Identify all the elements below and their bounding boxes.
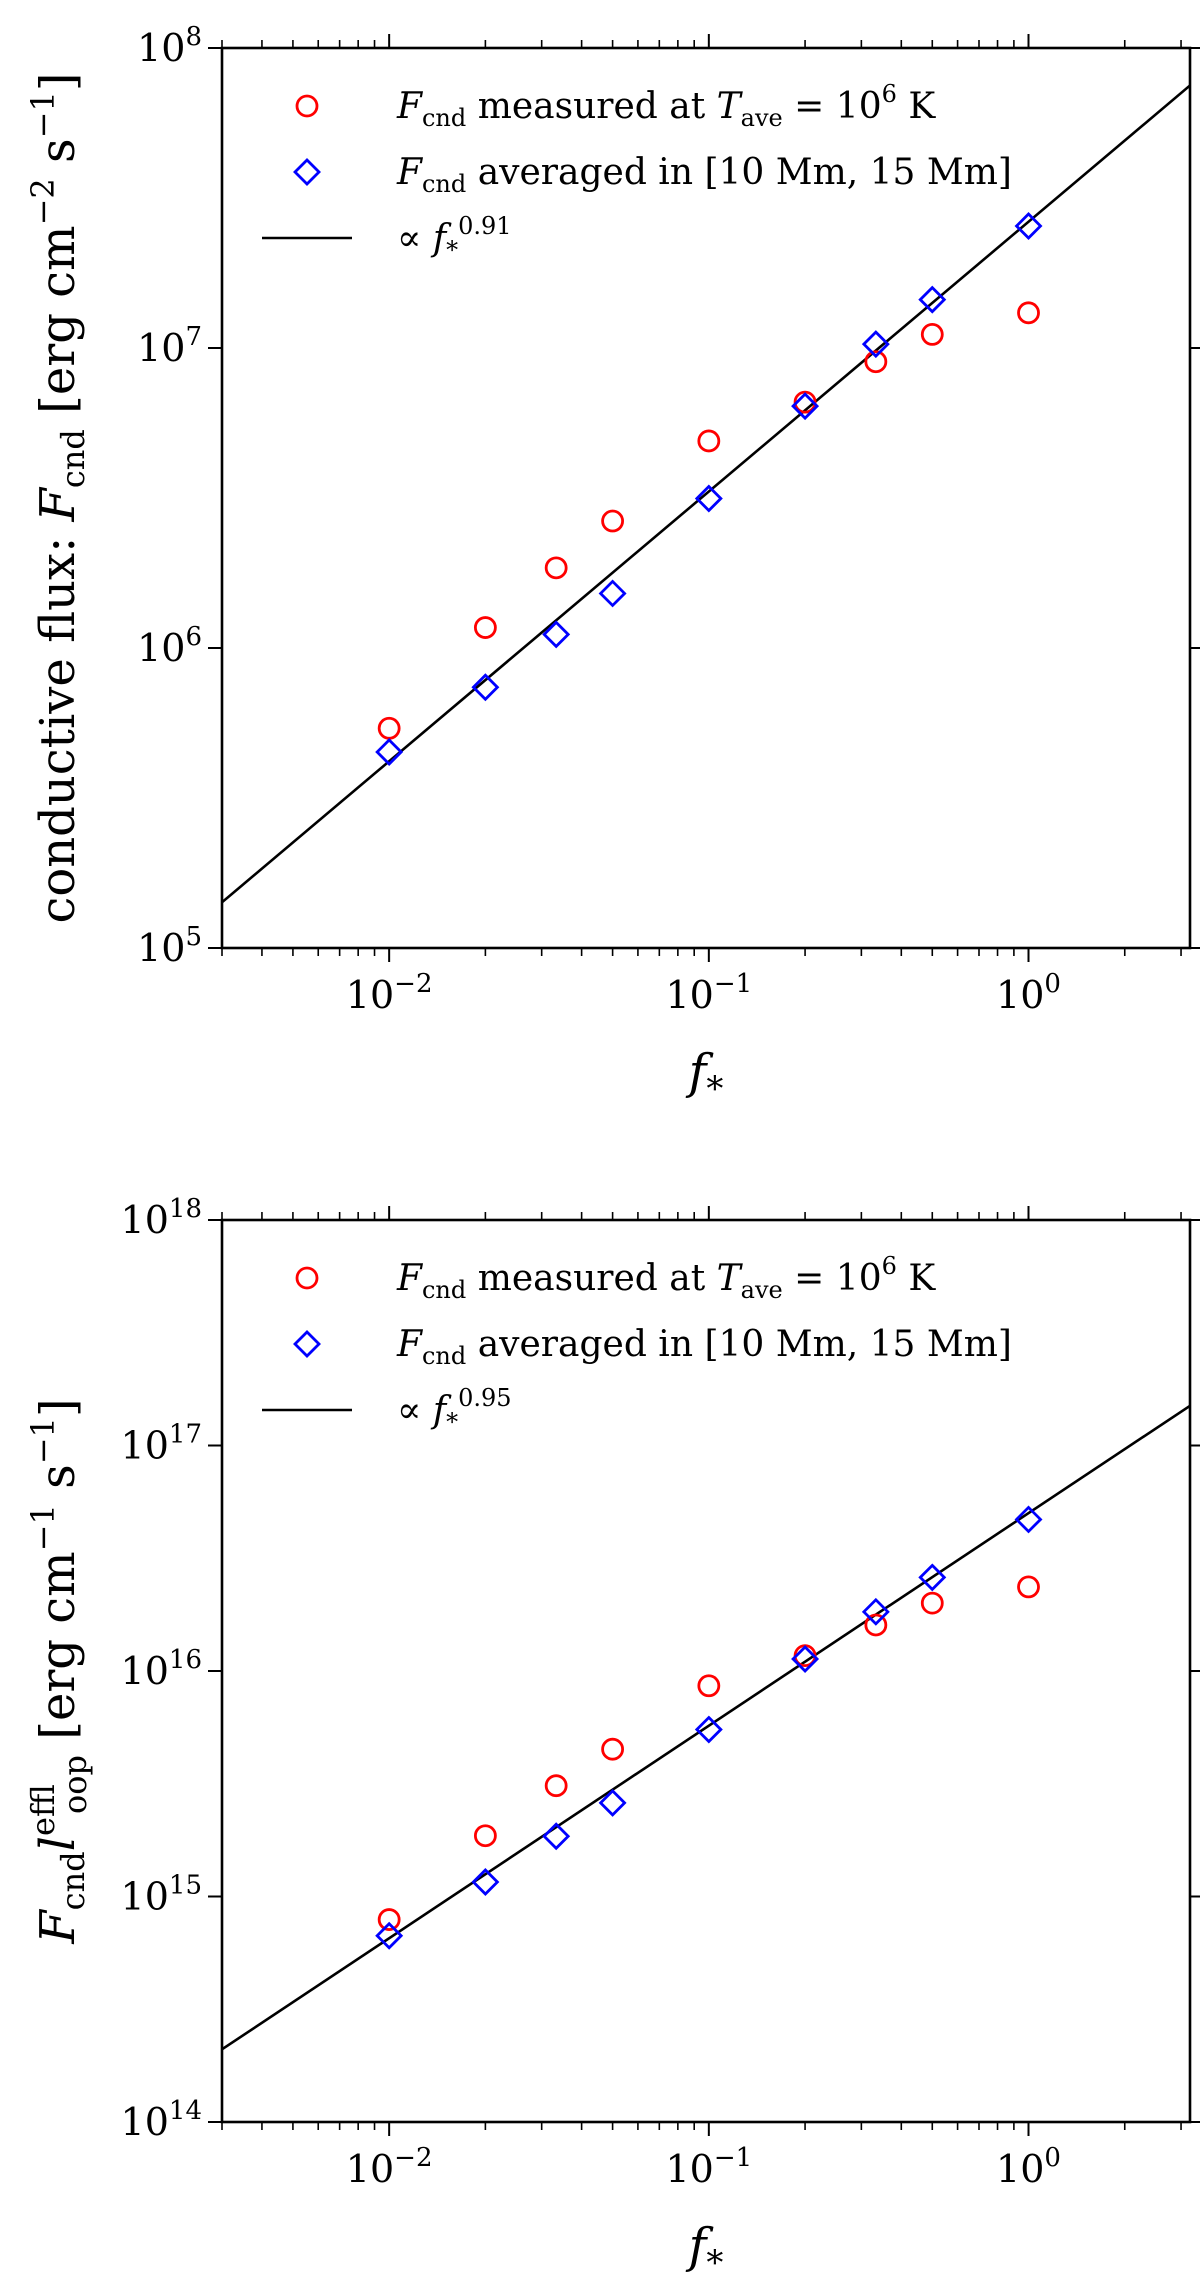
minor-ticks bbox=[221, 1212, 1182, 2130]
x-tick-label: 10−1 bbox=[665, 2143, 752, 2191]
averaged-point bbox=[694, 1715, 723, 1744]
measured-point bbox=[377, 716, 401, 740]
averaged-point bbox=[1014, 212, 1043, 241]
measured-point bbox=[601, 1737, 625, 1761]
averaged-point bbox=[861, 330, 890, 359]
measured-point bbox=[864, 350, 888, 374]
averaged-point bbox=[375, 738, 404, 767]
y-tick-label: 1018 bbox=[121, 1194, 202, 1242]
measured-point bbox=[544, 1774, 568, 1798]
y-axis-label: Fcndleffloop [erg cm−1 s−1] bbox=[24, 1398, 94, 1944]
averaged-point bbox=[471, 673, 500, 702]
averaged-point bbox=[542, 620, 571, 649]
y-tick-label: 106 bbox=[137, 622, 202, 670]
x-tick-label: 10−2 bbox=[346, 969, 433, 1017]
legend-label: ∝ f*0.91 bbox=[397, 212, 512, 264]
averaged-point bbox=[694, 484, 723, 513]
measured-point bbox=[1017, 1575, 1040, 1599]
averaged-point bbox=[861, 1597, 890, 1626]
chart-1: 10−2 10−1 100 105 106 107 108 Fcnd measured at … bbox=[24, 22, 1200, 1109]
averaged-point bbox=[791, 1645, 820, 1674]
plot-frame bbox=[220, 1218, 1192, 2124]
chart-2: 10−2 10−1 100 1014 1015 1016 1017 1018 Fcnd meas… bbox=[24, 1194, 1200, 2280]
x-tick-label: 10−1 bbox=[665, 969, 752, 1017]
y-tick-label: 1017 bbox=[121, 1420, 202, 1468]
y-tick-label: 1015 bbox=[121, 1871, 202, 1919]
y-tick-label: 105 bbox=[137, 922, 202, 970]
measured-point bbox=[377, 1908, 401, 1931]
legend-label: Fcnd measured at Tave = 106 K bbox=[396, 80, 936, 132]
x-tick-label: 10−2 bbox=[346, 2143, 433, 2191]
averaged-point bbox=[471, 1867, 500, 1896]
y-tick-label: 1014 bbox=[121, 2096, 202, 2144]
legend-circle-marker bbox=[295, 94, 319, 118]
measured-point bbox=[920, 1591, 944, 1615]
measured-point bbox=[864, 1613, 888, 1637]
y-tick-label: 107 bbox=[137, 322, 202, 370]
measured-point bbox=[601, 509, 625, 533]
measured-point bbox=[793, 390, 817, 414]
averaged-point bbox=[598, 579, 627, 608]
legend-label: ∝ f*0.95 bbox=[397, 1384, 512, 1436]
measured-point bbox=[697, 429, 721, 453]
y-tick-label: 108 bbox=[137, 22, 202, 70]
x-tick-label: 100 bbox=[996, 969, 1061, 1017]
averaged-point bbox=[918, 285, 947, 314]
measured-point bbox=[1017, 301, 1040, 325]
averaged-point bbox=[1014, 1505, 1043, 1534]
legend-label: Fcnd averaged in [10 Mm, 15 Mm] bbox=[396, 1324, 1012, 1370]
legend: Fcnd measured at Tave = 106 K Fcnd averag… bbox=[262, 1252, 1012, 1436]
legend-label: Fcnd averaged in [10 Mm, 15 Mm] bbox=[396, 152, 1012, 198]
fit-line bbox=[222, 1404, 1190, 2051]
x-tick-label: 100 bbox=[996, 2143, 1061, 2191]
x-axis-label: f* bbox=[686, 1044, 724, 1109]
fit-line bbox=[222, 84, 1190, 904]
measured-point bbox=[697, 1674, 721, 1698]
legend-label: Fcnd measured at Tave = 106 K bbox=[396, 1252, 936, 1304]
legend-diamond-marker bbox=[293, 158, 321, 186]
plot-frame bbox=[220, 46, 1192, 950]
averaged-point bbox=[918, 1563, 947, 1592]
measured-point bbox=[920, 323, 944, 346]
minor-ticks bbox=[221, 40, 1182, 956]
x-axis-label: f* bbox=[686, 2218, 724, 2280]
y-axis-label: conductive flux: Fcnd [erg cm−2 s−1] bbox=[24, 72, 92, 923]
measured-point bbox=[473, 616, 497, 639]
plot-area bbox=[222, 84, 1190, 904]
measured-point bbox=[544, 556, 568, 580]
averaged-point bbox=[542, 1822, 571, 1851]
legend-diamond-marker bbox=[293, 1330, 321, 1358]
legend: Fcnd measured at Tave = 106 K Fcnd averag… bbox=[262, 80, 1012, 264]
averaged-point bbox=[598, 1788, 627, 1817]
averaged-point bbox=[375, 1921, 404, 1950]
legend-circle-marker bbox=[295, 1266, 319, 1290]
y-tick-label: 1016 bbox=[121, 1645, 202, 1693]
measured-point bbox=[473, 1824, 497, 1848]
averaged-point bbox=[791, 392, 820, 421]
plot-area bbox=[222, 1404, 1190, 2051]
